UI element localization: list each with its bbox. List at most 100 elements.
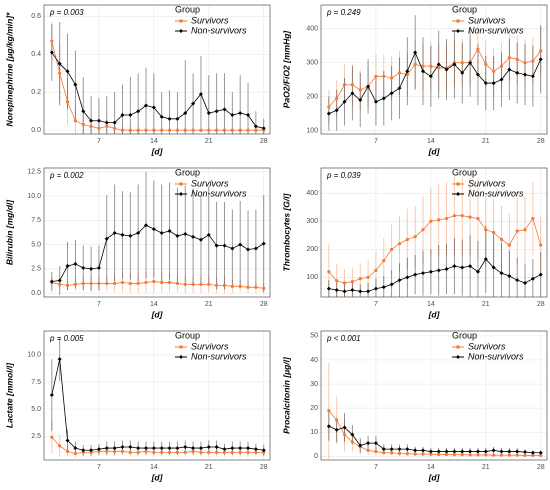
point bbox=[491, 81, 496, 86]
point bbox=[191, 128, 195, 132]
point bbox=[136, 230, 141, 235]
point bbox=[151, 446, 156, 451]
point bbox=[413, 62, 417, 67]
point bbox=[397, 447, 402, 452]
series-line bbox=[328, 51, 542, 114]
point bbox=[366, 275, 370, 279]
point bbox=[531, 59, 535, 63]
x-tick-label: 14 bbox=[150, 138, 158, 145]
point bbox=[358, 88, 362, 92]
point bbox=[113, 281, 117, 286]
y-tick-label: 0.4 bbox=[31, 51, 41, 58]
point bbox=[515, 70, 520, 75]
point bbox=[215, 128, 219, 132]
point bbox=[89, 266, 94, 271]
point bbox=[437, 218, 441, 222]
point bbox=[515, 229, 519, 233]
series-line bbox=[51, 359, 264, 451]
point bbox=[73, 119, 77, 123]
x-tick-label: 21 bbox=[482, 301, 490, 308]
point bbox=[390, 247, 394, 251]
point bbox=[381, 285, 386, 290]
point bbox=[198, 92, 203, 97]
y-tick-label: 30 bbox=[310, 381, 318, 388]
point bbox=[261, 448, 266, 453]
legend-key bbox=[456, 345, 460, 349]
data-layer bbox=[326, 176, 543, 297]
point bbox=[198, 237, 203, 242]
point bbox=[128, 450, 132, 455]
x-tick-label: 14 bbox=[150, 464, 158, 471]
point bbox=[492, 69, 496, 73]
point bbox=[436, 62, 441, 67]
point bbox=[49, 392, 54, 397]
point bbox=[373, 286, 378, 291]
point bbox=[175, 233, 180, 238]
y-tick-label: 7.5 bbox=[31, 379, 41, 386]
point bbox=[460, 61, 464, 65]
legend-key bbox=[179, 19, 183, 23]
y-tick-label: 5.0 bbox=[31, 406, 41, 413]
legend-key bbox=[179, 182, 183, 186]
point bbox=[144, 103, 149, 108]
point bbox=[326, 111, 331, 116]
point bbox=[539, 49, 543, 53]
point bbox=[326, 286, 331, 291]
point bbox=[65, 263, 70, 268]
x-tick-label: 28 bbox=[537, 464, 545, 471]
legend-label: Non-survivors bbox=[468, 351, 524, 361]
point bbox=[254, 128, 258, 132]
point bbox=[105, 449, 109, 453]
point bbox=[198, 446, 203, 451]
x-tick-label: 28 bbox=[260, 464, 268, 471]
point bbox=[246, 128, 250, 132]
point bbox=[499, 453, 504, 457]
p-value: p = 0.002 bbox=[49, 171, 84, 180]
point bbox=[444, 67, 449, 72]
x-tick-label: 14 bbox=[427, 464, 435, 471]
legend-key bbox=[456, 192, 460, 196]
point bbox=[476, 216, 480, 221]
point bbox=[492, 230, 496, 235]
point bbox=[444, 449, 449, 454]
point bbox=[468, 453, 472, 457]
point bbox=[152, 279, 156, 284]
y-tick-label: 200 bbox=[306, 94, 318, 101]
y-tick-label: 2.5 bbox=[31, 433, 41, 440]
point bbox=[429, 452, 433, 456]
point bbox=[492, 453, 496, 457]
point bbox=[261, 241, 266, 246]
y-tick-label: 0.0 bbox=[31, 290, 41, 297]
series-line bbox=[328, 215, 542, 284]
legend-key bbox=[179, 345, 183, 349]
point bbox=[405, 237, 409, 242]
x-tick-label: 21 bbox=[205, 464, 213, 471]
point bbox=[539, 243, 543, 247]
point bbox=[381, 447, 386, 452]
point bbox=[183, 128, 187, 132]
point bbox=[326, 424, 331, 429]
point bbox=[382, 74, 386, 78]
y-tick-label: 400 bbox=[306, 190, 318, 197]
point bbox=[136, 446, 141, 451]
legend-label: Non-survivors bbox=[191, 25, 247, 35]
point bbox=[262, 450, 266, 455]
y-axis-label: Lactate [mmol/l] bbox=[4, 362, 14, 428]
legend-label: Survivors bbox=[468, 178, 506, 188]
point bbox=[57, 278, 62, 283]
x-axis-label: [d] bbox=[151, 472, 164, 482]
legend-label: Non-survivors bbox=[191, 351, 247, 361]
point bbox=[65, 449, 70, 453]
point bbox=[523, 280, 528, 285]
x-axis-label: [d] bbox=[428, 146, 441, 156]
point bbox=[539, 453, 543, 458]
point bbox=[342, 83, 347, 87]
point bbox=[452, 453, 457, 457]
point bbox=[389, 282, 394, 287]
point bbox=[120, 444, 125, 449]
point bbox=[89, 450, 93, 455]
point bbox=[428, 269, 433, 274]
point bbox=[65, 69, 70, 74]
point bbox=[191, 234, 196, 239]
